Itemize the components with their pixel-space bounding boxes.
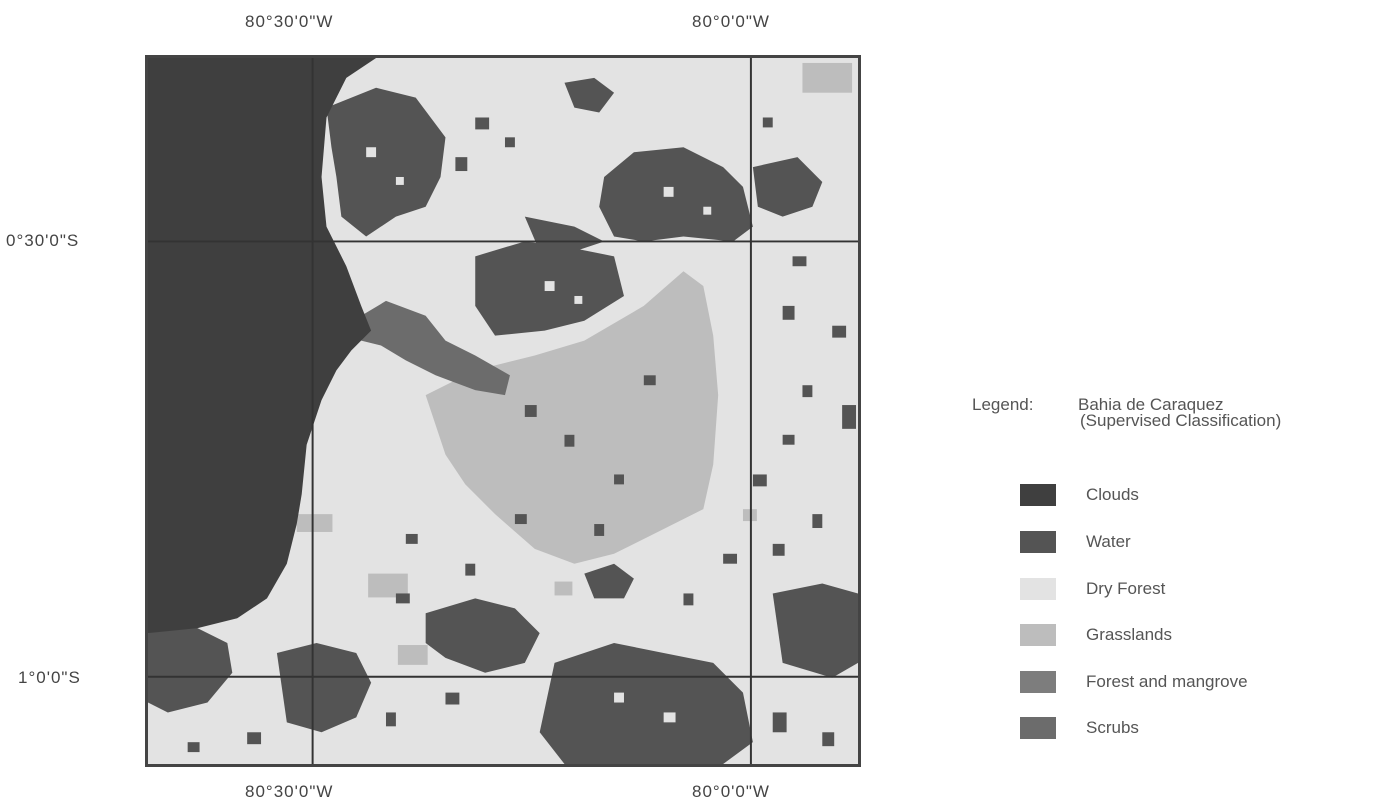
legend-item-scrubs: Scrubs xyxy=(1020,716,1139,740)
legend-item-water: Water xyxy=(1020,530,1131,554)
forest-mangrove-region xyxy=(752,157,823,217)
legend-item-clouds: Clouds xyxy=(1020,483,1139,507)
grasslands-swatch xyxy=(1020,624,1056,646)
grasslands-patch xyxy=(802,62,853,93)
forest-mangrove-region xyxy=(772,583,858,678)
forest-mangrove-region xyxy=(599,147,753,242)
mangrove-band xyxy=(361,300,510,396)
forest-mangrove-region xyxy=(584,563,634,599)
longitude-label-top-right: 80°0'0"W xyxy=(692,12,770,31)
legend-item-grasslands: Grasslands xyxy=(1020,623,1172,647)
legend-item-dry-forest: Dry Forest xyxy=(1020,577,1165,601)
clouds-swatch xyxy=(1020,484,1056,506)
legend-subtitle: (Supervised Classification) xyxy=(1080,411,1282,430)
legend-item-label: Clouds xyxy=(1086,485,1139,504)
longitude-label-bottom-left: 80°30'0"W xyxy=(245,782,334,801)
grasslands-patch xyxy=(397,645,428,665)
clouds-region xyxy=(148,58,377,634)
grasslands-patch xyxy=(296,514,333,532)
legend-header: Legend: Bahia de Caraquez xyxy=(972,395,1224,415)
legend-title: Bahia de Caraquez xyxy=(1078,395,1224,414)
legend-item-label: Water xyxy=(1086,532,1131,551)
scattered-pixels xyxy=(187,117,857,753)
forest-mangrove-region xyxy=(326,87,446,237)
forest-mangrove-region xyxy=(564,77,615,113)
longitude-label-top-left: 80°30'0"W xyxy=(245,12,334,31)
graticule xyxy=(148,58,858,764)
water-swatch xyxy=(1020,531,1056,553)
scattered-light-pixels xyxy=(366,147,712,723)
legend-item-label: Dry Forest xyxy=(1086,579,1166,598)
legend-item-label: Grasslands xyxy=(1086,625,1172,644)
grasslands-patch xyxy=(368,573,408,598)
forest-mangrove-region xyxy=(425,598,540,673)
classification-map-image xyxy=(148,58,858,764)
forest-mangrove-swatch xyxy=(1020,671,1056,693)
longitude-label-bottom-right: 80°0'0"W xyxy=(692,782,770,801)
classification-map[interactable] xyxy=(145,55,861,767)
latitude-label-lower: 1°0'0"S xyxy=(18,668,81,687)
scrubs-swatch xyxy=(1020,717,1056,739)
grasslands-patch xyxy=(554,581,573,596)
dry-forest-swatch xyxy=(1020,578,1056,600)
latitude-label-upper: 0°30'0"S xyxy=(6,231,80,250)
legend-item-label: Forest and mangrove xyxy=(1086,672,1248,691)
forest-mangrove-region xyxy=(148,623,233,713)
legend-label: Legend: xyxy=(972,395,1034,414)
grasslands-region xyxy=(425,271,719,564)
legend-item-label: Scrubs xyxy=(1086,718,1139,737)
legend-item-forest-mangrove: Forest and mangrove xyxy=(1020,670,1248,694)
forest-mangrove-region xyxy=(539,643,753,764)
forest-mangrove-region xyxy=(524,216,605,252)
forest-mangrove-region xyxy=(276,643,372,733)
